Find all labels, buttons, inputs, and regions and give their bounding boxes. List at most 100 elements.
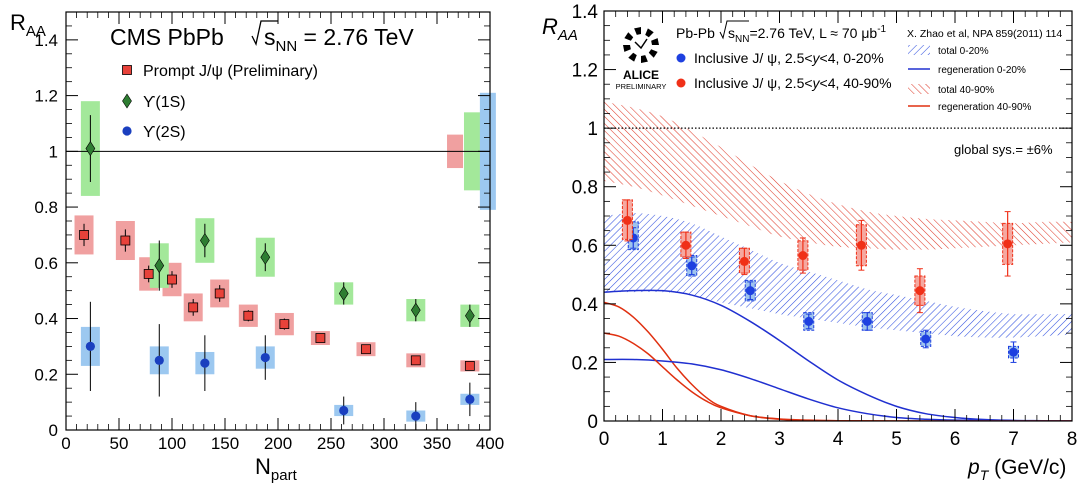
right-series-0-point-5 bbox=[921, 334, 931, 344]
alice-logo-segment-7 bbox=[651, 38, 659, 45]
alice-logo-segment-3 bbox=[623, 45, 631, 52]
right-legend-marker-1 bbox=[676, 78, 686, 88]
left-legend-marker-1 bbox=[122, 93, 132, 109]
left-energy-label: sNN = 2.76 TeV bbox=[264, 24, 414, 55]
left-energy-sub: NN bbox=[276, 38, 298, 55]
right-series-0-sys-box-0 bbox=[627, 221, 639, 251]
right-header-sup: -1 bbox=[877, 24, 886, 35]
right-series-1-point-6 bbox=[1003, 239, 1013, 249]
left-y-tick-label-5: 1 bbox=[49, 142, 58, 161]
left-series-0-point-1 bbox=[120, 235, 131, 246]
right-reference-text: X. Zhao et al, NPA 859(2011) 114 bbox=[907, 28, 1062, 40]
right-model-band-0 bbox=[604, 213, 1072, 338]
left-series-0-point-6 bbox=[243, 310, 254, 321]
alice-logo-inner-mark bbox=[634, 38, 648, 50]
right-legend-label-1-prefix: Inclusive J/ ψ, 2.5< bbox=[694, 75, 813, 91]
right-series-0-point-3 bbox=[804, 316, 814, 326]
left-x-tick-label-8: 400 bbox=[476, 434, 504, 453]
right-y-tick-label-4: 0.8 bbox=[572, 178, 598, 199]
right-legend-label-1-suffix: <4, 40-90% bbox=[820, 75, 892, 91]
left-x-tick-label-4: 200 bbox=[264, 434, 292, 453]
left-x-axis-label-sub: part bbox=[271, 467, 298, 484]
alice-logo-segment-1 bbox=[641, 55, 648, 63]
left-x-axis-label-main: N bbox=[255, 454, 271, 479]
right-x-tick-label-5: 5 bbox=[891, 429, 902, 450]
right-x-tick-label-2: 2 bbox=[716, 429, 727, 450]
left-series-1-point-4 bbox=[338, 285, 349, 302]
right-legend-label-0-suffix: <4, 0-20% bbox=[820, 50, 884, 66]
right-series-1-point-5 bbox=[915, 286, 925, 296]
right-y-tick-label-2: 0.4 bbox=[572, 295, 599, 316]
left-x-tick-label-7: 350 bbox=[423, 434, 451, 453]
alice-logo-segment-2 bbox=[628, 52, 637, 62]
left-x-axis-label: Npart bbox=[255, 454, 298, 484]
right-x-axis-label-unit: (GeV/c) bbox=[988, 456, 1066, 479]
left-y-axis-label-sub: AA bbox=[26, 23, 46, 40]
alice-logo-segment-0 bbox=[648, 49, 658, 58]
right-y-axis-label: RAA bbox=[542, 14, 578, 44]
left-series-0-point-2 bbox=[143, 269, 154, 279]
left-series-0-point-7 bbox=[279, 319, 290, 330]
left-y-tick-label-3: 0.6 bbox=[34, 254, 58, 273]
right-header-s: s bbox=[728, 25, 735, 41]
right-legend-label-0-prefix: Inclusive J/ ψ, 2.5< bbox=[694, 50, 813, 66]
cms-raa-vs-npart-chart: 0 50 100 150 200 250 300 350 400 0 0.2 0.4 0.6 0.8 1 1.… bbox=[10, 10, 504, 484]
right-series-0-point-1 bbox=[687, 261, 697, 271]
left-series-0-point-10 bbox=[410, 355, 421, 366]
left-y-tick-label-0: 0 bbox=[49, 421, 58, 440]
left-series-2-point-6 bbox=[465, 394, 475, 404]
right-legend-label-0-var: y bbox=[812, 50, 821, 66]
left-x-tick-label-0: 0 bbox=[61, 434, 70, 453]
left-series-0-point-8 bbox=[315, 333, 326, 343]
right-y-tick-label-5: 1 bbox=[587, 119, 598, 140]
left-legend-label-1: ϒ(1S) bbox=[143, 94, 186, 111]
alice-logo-segment-6 bbox=[645, 28, 654, 38]
left-series-1-point-2 bbox=[200, 232, 210, 249]
right-extra-curve-0 bbox=[604, 358, 1072, 421]
left-y-tick-label-4: 0.8 bbox=[34, 198, 58, 217]
right-x-axis-label-sub: T bbox=[980, 467, 990, 483]
right-x-axis-label: pT (GeV/c) bbox=[967, 456, 1066, 483]
left-y-tick-label-6: 1.2 bbox=[34, 87, 58, 106]
right-x-tick-label-0: 0 bbox=[599, 429, 610, 450]
right-model-legend-label-0: total 0-20% bbox=[938, 46, 989, 57]
right-series-1-point-4 bbox=[856, 240, 866, 250]
right-x-tick-label-6: 6 bbox=[950, 429, 961, 450]
left-series-0-point-11 bbox=[464, 361, 475, 371]
left-series-2-point-1 bbox=[154, 355, 164, 365]
right-y-tick-label-7: 1.4 bbox=[572, 2, 599, 23]
right-series-0-point-2 bbox=[745, 286, 755, 296]
right-y-tick-label-1: 0.2 bbox=[572, 353, 598, 374]
left-y-axis-label-main: R bbox=[10, 10, 26, 35]
left-chart-title: CMS PbPb bbox=[110, 24, 224, 50]
right-series-0-point-4 bbox=[862, 316, 872, 326]
left-energy-value: = 2.76 TeV bbox=[297, 24, 414, 50]
left-y-axis-label: RAA bbox=[10, 10, 46, 40]
right-sqrt-sign bbox=[719, 20, 749, 40]
left-sqrt-sign bbox=[251, 20, 278, 46]
left-x-tick-label-2: 100 bbox=[158, 434, 186, 453]
left-series-0-point-4 bbox=[188, 302, 199, 313]
right-series-1-point-1 bbox=[681, 240, 691, 250]
left-y-tick-label-7: 1.4 bbox=[34, 31, 58, 50]
right-legend-label-1-var: y bbox=[812, 75, 821, 91]
right-x-tick-label-4: 4 bbox=[833, 429, 844, 450]
right-x-tick-label-8: 8 bbox=[1067, 429, 1078, 450]
right-model-legend-label-2: total 40-90% bbox=[938, 85, 994, 96]
right-model-band-2 bbox=[604, 101, 1072, 250]
right-legend-marker-0 bbox=[676, 53, 686, 63]
left-series-2-point-4 bbox=[339, 405, 349, 416]
right-model-legend-swatch-2 bbox=[908, 84, 930, 94]
right-series-1-point-2 bbox=[739, 256, 749, 266]
right-header-prefix: Pb-Pb bbox=[676, 25, 715, 41]
right-x-tick-label-3: 3 bbox=[774, 429, 785, 450]
right-series-0-point-6 bbox=[1009, 347, 1018, 357]
left-x-tick-label-3: 150 bbox=[211, 434, 239, 453]
right-y-axis-label-sub: AA bbox=[557, 27, 578, 44]
left-legend-marker-0 bbox=[122, 65, 132, 75]
left-series-1-point-5 bbox=[410, 302, 421, 318]
left-legend-label-0: Prompt J/ψ (Preliminary) bbox=[143, 63, 318, 80]
alice-logo-subtext: PRELIMINARY bbox=[616, 82, 667, 91]
